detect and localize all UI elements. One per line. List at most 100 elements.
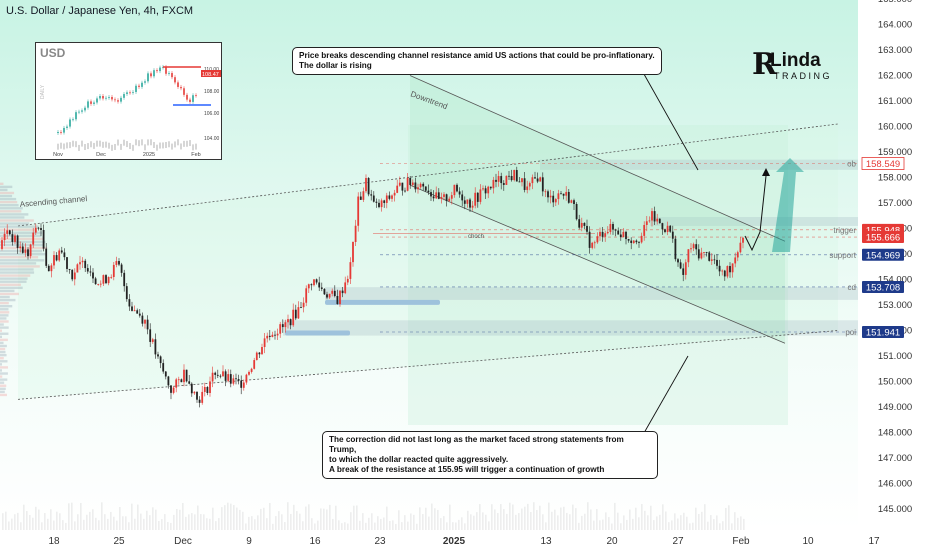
volume-profile-bar (0, 213, 29, 216)
level-tag-bg-0 (861, 157, 905, 170)
volume-bar (122, 516, 124, 530)
candle-body (201, 391, 204, 403)
volume-bar (413, 514, 415, 530)
volume-bar (524, 506, 526, 530)
candle-body (437, 192, 440, 199)
inset-volume (141, 139, 143, 146)
inset-candle (78, 111, 80, 113)
inset-candle (159, 67, 161, 72)
candle-body (32, 232, 35, 245)
inset-candle (66, 126, 68, 128)
inset-volume (150, 139, 152, 146)
inset-candle (141, 82, 143, 87)
volume-bar (326, 509, 328, 530)
candle-body (305, 288, 308, 303)
volume-bar (86, 514, 88, 530)
zone-highlight-1 (325, 299, 440, 305)
candle-body (645, 221, 648, 225)
candle-body (307, 284, 310, 289)
candle-body (37, 227, 40, 229)
volume-profile-bar (0, 363, 2, 366)
x-tick-label: 17 (868, 536, 880, 547)
volume-bar (719, 523, 721, 530)
volume-profile-bar (0, 252, 47, 256)
candle-body (21, 246, 24, 253)
level-tag-1: 155.948 (866, 225, 900, 236)
volume-bar (305, 506, 307, 530)
inset-volume (153, 142, 155, 149)
inset-volume (192, 144, 194, 151)
inset-volume (147, 139, 149, 146)
candle-body (81, 260, 84, 263)
candle-body (112, 264, 115, 277)
volume-profile-bar (0, 292, 19, 296)
inset-candle (165, 66, 167, 74)
symbol-title: U.S. Dollar / Japanese Yen, 4h, FXCM (6, 5, 194, 17)
candle-body (723, 270, 726, 277)
projection-arrowhead (762, 168, 770, 176)
inset-candle (144, 81, 146, 83)
candle-body (708, 252, 711, 261)
volume-bar (482, 512, 484, 530)
candle-body (414, 182, 417, 190)
candle-body (229, 374, 232, 384)
candle-body (164, 371, 167, 377)
candle-body (162, 363, 165, 372)
volume-bar (431, 503, 433, 530)
volume-bar (65, 522, 67, 530)
candle-body (518, 181, 521, 183)
inset-candle (114, 99, 116, 101)
candle-body (370, 194, 373, 196)
volume-bar (275, 516, 277, 530)
candle-body (466, 199, 469, 204)
volume-bar (260, 508, 262, 530)
y-tick-label: 149.000 (878, 402, 912, 413)
volume-bar (692, 522, 694, 530)
inset-volume (93, 142, 95, 149)
candle-body (313, 279, 315, 286)
volume-bar (191, 513, 193, 530)
candle-body (131, 306, 133, 311)
candle-body (591, 242, 594, 248)
y-tick-label: 146.000 (878, 479, 912, 490)
candle-body (326, 294, 328, 298)
volume-bar (272, 523, 274, 530)
candle-body (328, 293, 331, 298)
inset-daily-chart: USD 110.00108.00106.00104.00108.47DAILYN… (35, 42, 222, 160)
inset-candle (90, 101, 92, 104)
volume-profile-bar (0, 216, 25, 219)
inset-volume (111, 144, 113, 151)
candle-body (42, 229, 45, 249)
volume-bar (518, 513, 520, 530)
volume-profile-bar (0, 338, 8, 342)
volume-profile-bar (0, 323, 4, 326)
candle-body (588, 231, 591, 248)
volume-bar (572, 504, 574, 530)
volume-profile-bar (0, 311, 10, 314)
inset-candle (132, 91, 134, 93)
volume-bar (164, 514, 166, 530)
volume-profile-bar (0, 314, 9, 317)
inset-candle (105, 97, 107, 99)
volume-bar (695, 507, 697, 530)
volume-bar (239, 509, 241, 530)
candle-body (8, 230, 11, 235)
candle-body (138, 313, 141, 316)
volume-profile-bar (0, 369, 2, 372)
candle-body (586, 225, 588, 232)
volume-bar (149, 515, 151, 530)
volume-profile-bar (0, 265, 40, 268)
candle-body (97, 284, 100, 285)
projection-path (744, 175, 767, 252)
volume-profile-bar (0, 298, 16, 302)
volume-bar (308, 504, 310, 530)
candle-body (76, 264, 79, 273)
volume-bar (443, 516, 445, 530)
inset-candle (174, 77, 176, 83)
volume-bar (251, 516, 253, 530)
volume-profile-bar (0, 295, 10, 299)
volume-bar (509, 502, 511, 530)
callout-bottom-line-3: A break of the resistance at 155.95 will… (329, 465, 605, 474)
inset-volume (69, 142, 71, 149)
